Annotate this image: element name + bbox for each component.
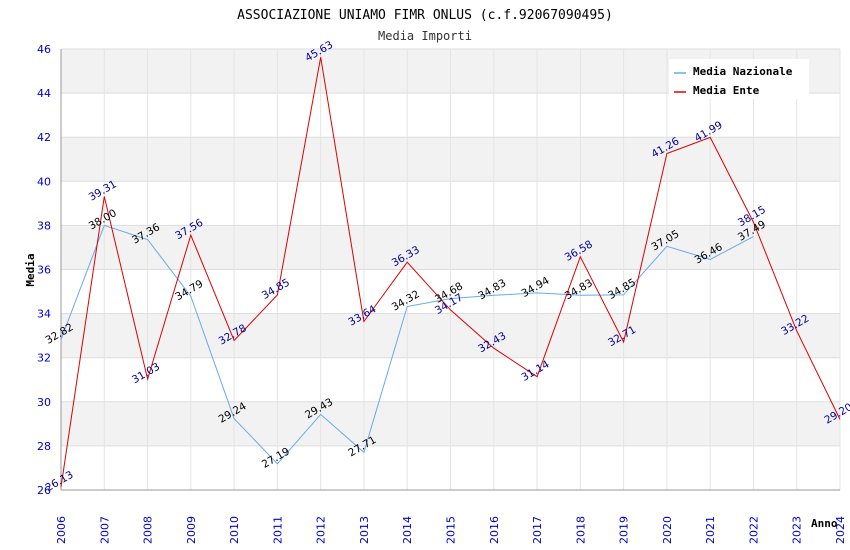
x-tick-label: 2017 bbox=[531, 516, 544, 544]
data-label-nazionale: 34.83 bbox=[563, 277, 595, 302]
data-label-nazionale: 34.79 bbox=[173, 278, 205, 303]
legend-label-ente: Media Ente bbox=[693, 84, 760, 97]
data-label-nazionale: 34.83 bbox=[476, 277, 508, 302]
x-tick-labels: 2006 2007 2008 2009 2010 2011 2012 2013 2014 2015… bbox=[55, 516, 847, 544]
axes bbox=[60, 49, 840, 491]
x-tick-label: 2015 bbox=[445, 516, 458, 544]
x-tick-label: 2006 bbox=[55, 516, 68, 544]
y-tick-label: 28 bbox=[37, 440, 51, 453]
x-tick-label: 2009 bbox=[185, 516, 198, 544]
x-tick-label: 2011 bbox=[271, 516, 284, 544]
x-tick-label: 2013 bbox=[358, 516, 371, 544]
y-tick-label: 42 bbox=[37, 131, 51, 144]
y-tick-label: 26 bbox=[37, 484, 51, 497]
y-tick-label: 38 bbox=[37, 219, 51, 232]
x-tick-label: 2012 bbox=[315, 516, 328, 544]
x-tick-label: 2016 bbox=[488, 516, 501, 544]
y-tick-label: 46 bbox=[37, 43, 51, 56]
legend-label-nazionale: Media Nazionale bbox=[693, 65, 793, 78]
legend: Media Nazionale Media Ente bbox=[669, 59, 809, 99]
data-label-ente: 31.14 bbox=[520, 358, 552, 384]
x-tick-label: 2014 bbox=[401, 516, 414, 544]
data-label-nazionale: 34.94 bbox=[520, 274, 552, 300]
x-tick-label: 2023 bbox=[791, 516, 804, 544]
chart-subtitle: Media Importi bbox=[378, 29, 472, 43]
y-tick-label: 30 bbox=[37, 396, 51, 409]
data-label-ente: 34.85 bbox=[260, 277, 292, 302]
x-tick-label: 2024 bbox=[834, 516, 847, 544]
y-tick-labels: 26 28 30 32 34 36 38 40 42 44 46 bbox=[37, 43, 51, 497]
legend-box bbox=[669, 59, 809, 99]
x-tick-label: 2022 bbox=[747, 516, 760, 544]
x-tick-label: 2008 bbox=[142, 516, 155, 544]
data-label-nazionale: 27.19 bbox=[260, 445, 292, 470]
x-tick-label: 2018 bbox=[574, 516, 587, 544]
series-line-ente bbox=[60, 57, 841, 488]
series-lines bbox=[60, 57, 841, 488]
x-tick-label: 2007 bbox=[98, 516, 111, 544]
y-tick-label: 44 bbox=[37, 87, 51, 100]
y-axis-label: Media bbox=[24, 253, 37, 286]
y-tick-label: 34 bbox=[37, 308, 51, 321]
x-tick-label: 2010 bbox=[228, 516, 241, 544]
gridlines bbox=[60, 48, 841, 491]
data-label-ente: 31.03 bbox=[130, 361, 162, 386]
x-tick-label: 2021 bbox=[704, 516, 717, 544]
data-label-ente: 39.31 bbox=[87, 178, 119, 203]
chart-title: ASSOCIAZIONE UNIAMO FIMR ONLUS (c.f.9206… bbox=[237, 8, 613, 23]
y-tick-label: 40 bbox=[37, 175, 51, 188]
x-tick-label: 2019 bbox=[618, 516, 631, 544]
y-tick-label: 32 bbox=[37, 352, 51, 365]
y-tick-label: 36 bbox=[37, 264, 51, 277]
x-tick-label: 2020 bbox=[661, 516, 674, 544]
x-axis-label: Anno bbox=[811, 517, 838, 530]
